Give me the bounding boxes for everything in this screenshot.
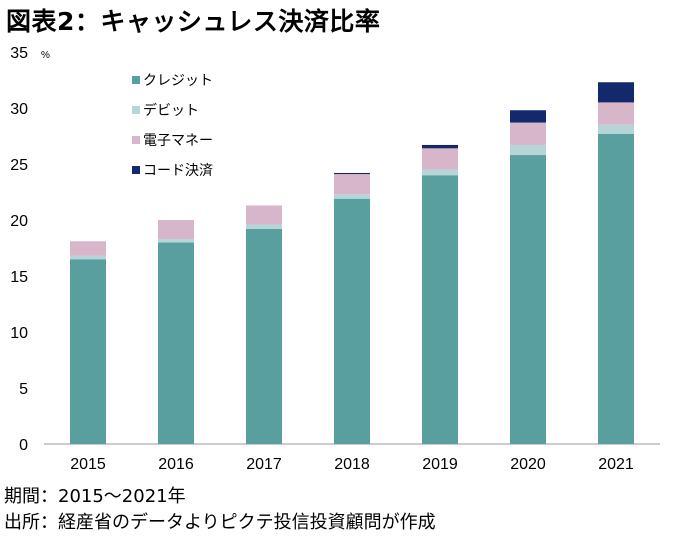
x-tick-label: 2015 [70,456,106,473]
legend-label: デビット [143,102,199,118]
bar-segment [158,220,194,240]
legend-label: 電子マネー [143,132,213,148]
bar-segment [70,255,106,260]
y-tick-label: 0 [19,437,28,454]
bar-segment [334,194,370,199]
bar-segment [422,144,458,149]
bar-segment [598,133,634,444]
bar-segment [422,169,458,176]
bar-segment [510,110,546,123]
legend-swatch [132,76,140,84]
x-tick-label: 2020 [510,456,546,473]
bar-segment [334,198,370,444]
bar-segment [598,124,634,134]
bar-segment [510,155,546,445]
y-tick-label: 10 [10,325,28,342]
y-tick-label: 25 [10,157,28,174]
x-tick-label: 2019 [422,456,458,473]
x-tick-label: 2018 [334,456,370,473]
bar-segment [598,82,634,103]
bar-segment [158,242,194,444]
bar-segment [246,228,282,444]
y-tick-label: 5 [19,381,28,398]
bar-segment [70,259,106,444]
bar-segment [158,239,194,243]
period-note: 期間：2015～2021年 [4,486,186,507]
source-note: 出所：経産省のデータよりピクテ投信投資顧問が作成 [4,512,436,533]
legend-swatch [132,136,140,144]
bar-segment [246,224,282,229]
bar-segment [422,148,458,170]
page-title: 図表2：キャッシュレス決済比率 [6,7,381,36]
y-tick-label: 30 [10,101,28,118]
bar-segment [510,122,546,145]
x-tick-label: 2017 [246,456,282,473]
y-unit-label: % [41,50,50,61]
y-tick-label: 35 [10,45,28,62]
stacked-bar-chart: 0 5 10 15 20 25 30 35 % 2015 2016 2017 2018 2019 2020 2… [10,45,660,473]
bar-segment [334,172,370,175]
bar-segment [70,241,106,256]
legend-label: クレジット [143,72,213,88]
y-tick-label: 20 [10,213,28,230]
bar-segment [334,174,370,195]
bar-segment [422,175,458,444]
bar-segment [598,102,634,125]
legend-swatch [132,166,140,174]
x-tick-label: 2021 [598,456,634,473]
y-tick-label: 15 [10,269,28,286]
bar-segment [246,205,282,225]
legend-label: コード決済 [143,162,213,178]
legend-swatch [132,106,140,114]
bar-segment [510,144,546,156]
x-tick-label: 2016 [158,456,194,473]
